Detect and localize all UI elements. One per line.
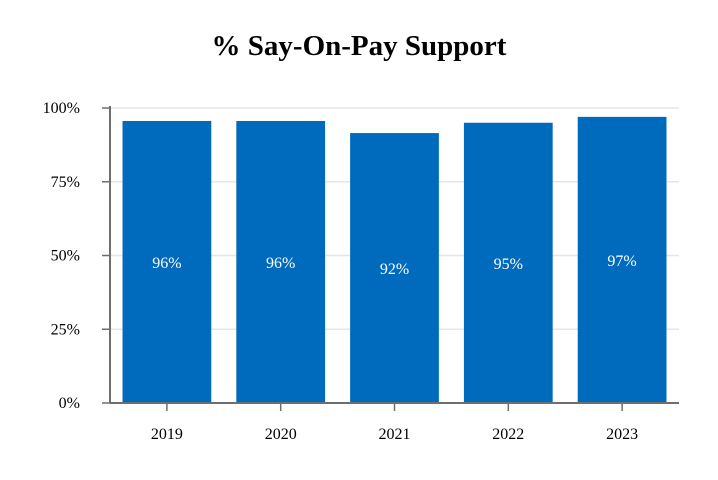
bar: [350, 133, 439, 403]
y-tick-label: 0%: [59, 395, 80, 412]
bar-data-label: 92%: [380, 261, 409, 278]
bar-data-label: 96%: [266, 255, 295, 272]
x-tick-label: 2023: [606, 426, 638, 443]
x-tick-label: 2022: [492, 426, 524, 443]
bar-data-label: 97%: [607, 253, 636, 270]
y-tick-label: 50%: [51, 248, 80, 265]
bar-data-label: 95%: [494, 256, 523, 273]
x-tick-label: 2020: [265, 426, 297, 443]
bar: [236, 120, 326, 403]
y-tick-label: 100%: [43, 100, 80, 117]
y-tick-label: 25%: [51, 321, 80, 338]
bar-data-label: 96%: [152, 255, 181, 272]
x-tick-label: 2019: [151, 426, 183, 443]
bar: [463, 122, 553, 403]
chart-title: % Say-On-Pay Support: [211, 30, 507, 62]
y-tick-label: 75%: [51, 174, 80, 191]
x-tick-label: 2021: [379, 426, 411, 443]
bar: [577, 116, 667, 403]
bar: [122, 120, 212, 403]
